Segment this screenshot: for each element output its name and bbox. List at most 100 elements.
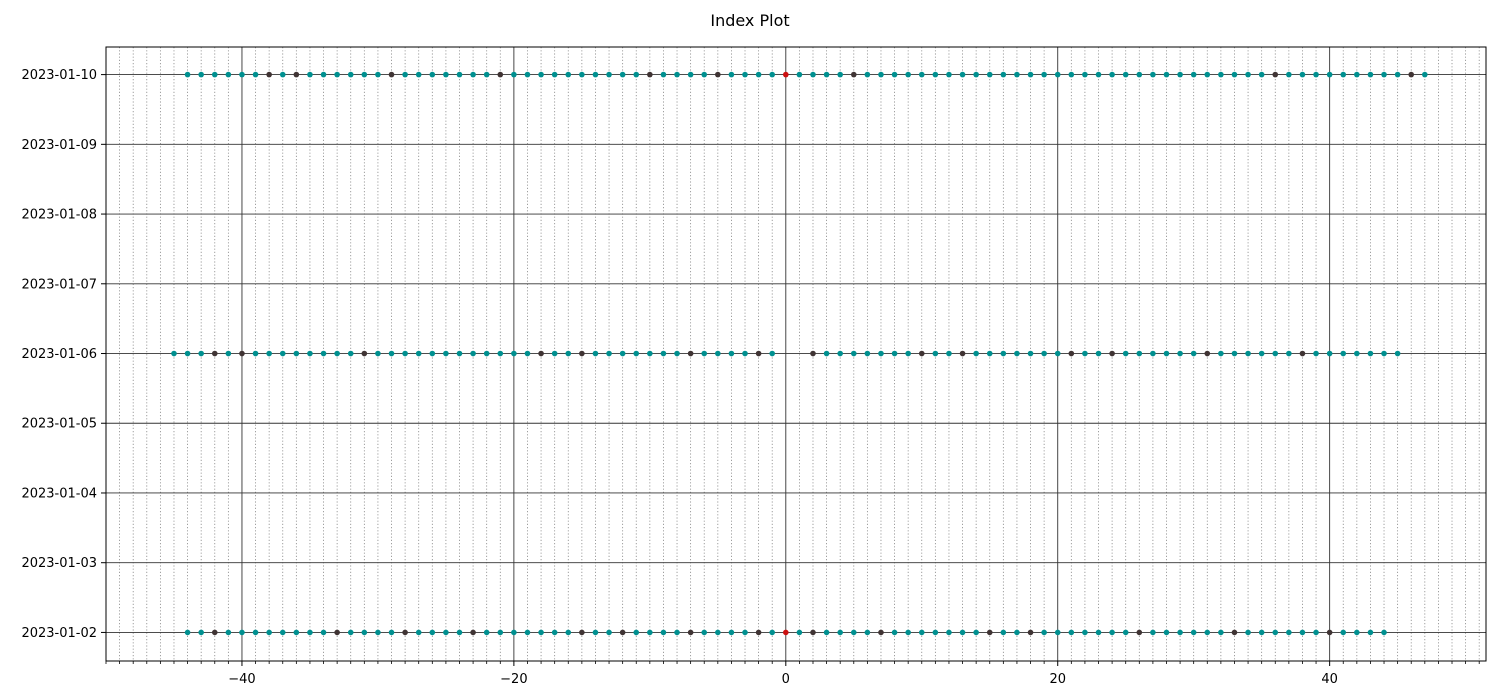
data-point — [1163, 350, 1170, 357]
data-point — [1258, 629, 1265, 636]
data-point — [415, 629, 422, 636]
data-point — [1272, 350, 1279, 357]
data-point — [1122, 71, 1129, 78]
y-tick-label: 2023-01-03 — [21, 556, 97, 571]
x-tick-label: −20 — [500, 672, 527, 687]
data-point — [1245, 350, 1251, 357]
data-point — [1354, 350, 1360, 357]
data-point — [687, 71, 694, 78]
data-point — [619, 629, 626, 636]
data-point — [1299, 629, 1306, 636]
data-point — [1258, 350, 1265, 357]
data-point — [1313, 71, 1319, 78]
data-point — [375, 350, 381, 357]
data-point — [769, 350, 776, 357]
data-point — [211, 71, 218, 78]
data-point — [293, 629, 300, 636]
data-point — [511, 629, 517, 636]
data-point — [579, 71, 585, 78]
data-point — [1095, 350, 1102, 357]
data-point — [986, 350, 993, 357]
data-point — [1150, 629, 1156, 636]
data-point — [1068, 629, 1075, 636]
data-point — [579, 629, 585, 636]
data-point — [1245, 629, 1251, 636]
data-point — [1190, 350, 1197, 357]
data-point — [307, 71, 313, 78]
data-point — [715, 629, 721, 636]
data-point — [1054, 350, 1061, 357]
data-point — [429, 350, 436, 357]
y-tick-label: 2023-01-04 — [21, 486, 97, 501]
data-point — [1000, 350, 1007, 357]
data-point — [647, 350, 653, 357]
data-point — [1014, 71, 1020, 78]
data-point — [1095, 71, 1102, 78]
data-point — [1027, 350, 1034, 357]
data-point — [1286, 350, 1292, 357]
x-tick-label: 40 — [1321, 672, 1338, 687]
data-point — [891, 629, 898, 636]
y-tick-label: 2023-01-05 — [21, 417, 97, 432]
data-point — [619, 350, 626, 357]
data-point — [334, 71, 340, 78]
data-point — [701, 71, 708, 78]
data-point — [633, 629, 640, 636]
data-points — [171, 71, 1428, 636]
data-point — [266, 71, 272, 78]
data-point — [959, 71, 966, 78]
data-point — [647, 71, 653, 78]
data-point — [1122, 350, 1129, 357]
data-point — [334, 350, 340, 357]
data-point — [1190, 71, 1197, 78]
y-tick-label: 2023-01-10 — [21, 68, 97, 83]
data-point — [1109, 350, 1115, 357]
data-point — [1286, 71, 1292, 78]
y-tick-label: 2023-01-09 — [21, 138, 97, 153]
data-point — [429, 71, 436, 78]
data-point — [538, 350, 544, 357]
data-point — [850, 629, 857, 636]
data-point — [211, 629, 218, 636]
data-point — [524, 629, 531, 636]
data-point — [1299, 71, 1306, 78]
data-point — [918, 71, 925, 78]
data-point — [184, 71, 191, 78]
data-point — [293, 350, 300, 357]
data-point — [674, 350, 680, 357]
data-point — [470, 629, 476, 636]
data-point — [932, 71, 939, 78]
data-point — [239, 71, 245, 78]
data-point — [551, 350, 558, 357]
x-tick-label: 0 — [782, 672, 790, 687]
data-point — [334, 629, 340, 636]
data-point — [728, 71, 735, 78]
data-point — [1381, 629, 1387, 636]
data-point — [1394, 71, 1401, 78]
data-point — [1367, 350, 1374, 357]
data-point — [1163, 71, 1170, 78]
data-point — [225, 629, 232, 636]
data-point — [633, 71, 640, 78]
data-point — [1177, 629, 1183, 636]
plot-frame — [105, 46, 1487, 662]
data-point — [742, 350, 748, 357]
data-point — [388, 629, 395, 636]
data-point — [755, 71, 762, 78]
data-point — [796, 71, 803, 78]
data-point — [905, 350, 911, 357]
data-point — [918, 350, 925, 357]
data-point — [592, 71, 599, 78]
data-point — [252, 629, 259, 636]
data-point — [361, 71, 368, 78]
data-point — [483, 71, 490, 78]
data-point — [864, 71, 871, 78]
data-point — [388, 71, 395, 78]
data-point — [320, 629, 327, 636]
data-point — [660, 629, 667, 636]
data-point — [266, 350, 272, 357]
data-point — [1354, 629, 1360, 636]
data-point — [565, 71, 572, 78]
data-point — [864, 350, 871, 357]
